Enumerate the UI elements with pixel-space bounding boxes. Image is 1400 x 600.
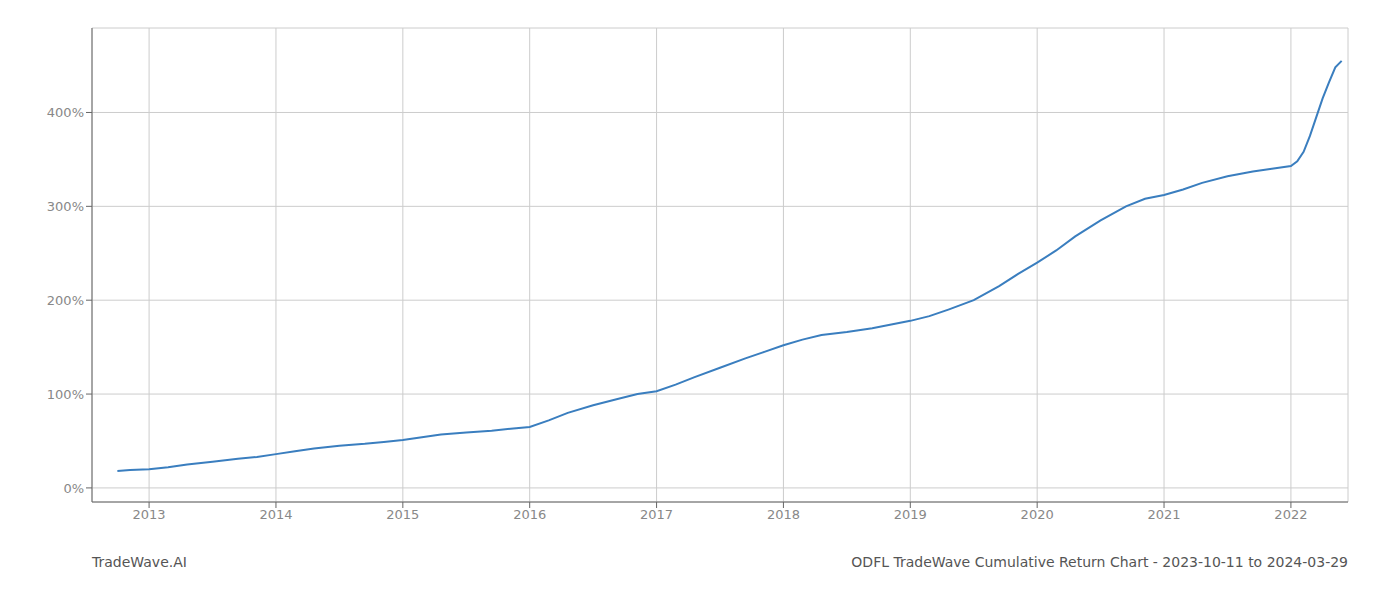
svg-text:2021: 2021 [1147,507,1180,522]
svg-text:2013: 2013 [133,507,166,522]
svg-text:0%: 0% [63,481,84,496]
svg-text:400%: 400% [47,105,84,120]
svg-text:2015: 2015 [386,507,419,522]
svg-text:2019: 2019 [894,507,927,522]
svg-text:2020: 2020 [1021,507,1054,522]
svg-text:2017: 2017 [640,507,673,522]
svg-text:200%: 200% [47,293,84,308]
svg-text:100%: 100% [47,387,84,402]
html-text:ODFL TradeWave Cumulative Retu: ODFL TradeWave Cumulative Return Chart -… [851,554,1348,570]
svg-text:300%: 300% [47,199,84,214]
svg-text:2018: 2018 [767,507,800,522]
svg-text:2014: 2014 [259,507,292,522]
html-text:TradeWave.AI: TradeWave.AI [92,554,187,570]
svg-text:2016: 2016 [513,507,546,522]
svg-text:2022: 2022 [1274,507,1307,522]
